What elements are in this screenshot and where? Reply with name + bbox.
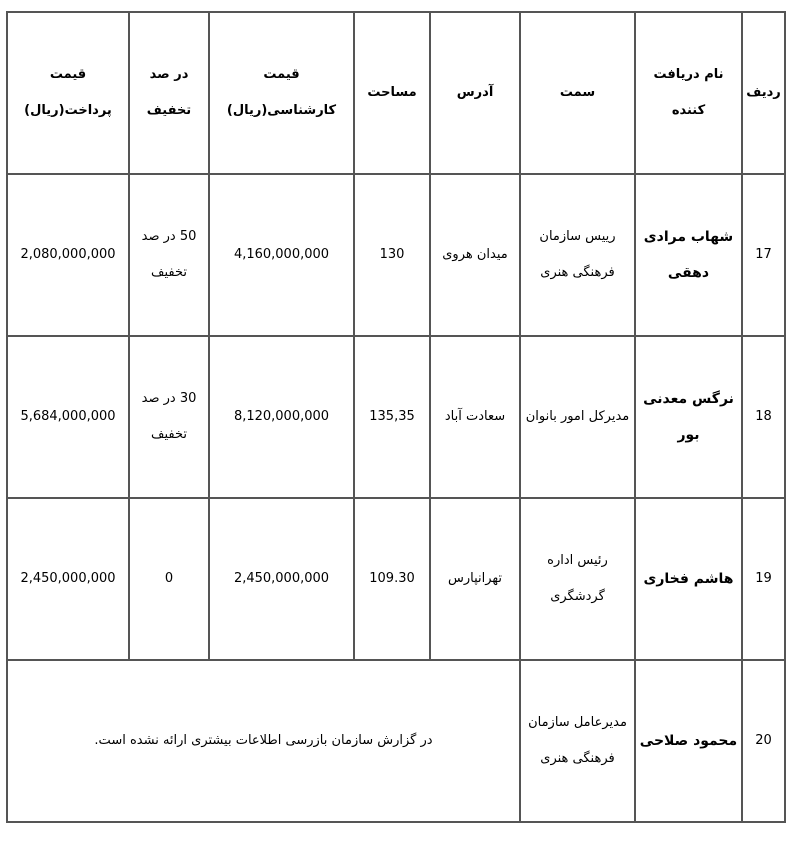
row-number: 19 [741, 497, 786, 661]
paid-price: 5,684,000,000 [6, 335, 130, 499]
row-number: 18 [741, 335, 786, 499]
position: رئیس اداره گردشگری [519, 497, 636, 661]
discount: 0 [128, 497, 210, 661]
table-row: 20 محمود صلاحی مدیرعامل سازمان فرهنگی هن… [6, 659, 786, 823]
header-appraised-price: قیمت کارشناسی(ریال) [208, 11, 355, 175]
header-row: ردیف نام دریافت کننده سمت آدرس مساحت قیم… [6, 11, 786, 175]
position: مدیرعامل سازمان فرهنگی هنری [519, 659, 636, 823]
recipients-table: ردیف نام دریافت کننده سمت آدرس مساحت قیم… [6, 11, 786, 823]
discount: 50 در صد تخفیف [128, 173, 210, 337]
area: 130 [353, 173, 431, 337]
note: در گزارش سازمان بازرسی اطلاعات بیشتری ار… [6, 659, 521, 823]
address: تهرانپارس [429, 497, 521, 661]
header-position: سمت [519, 11, 636, 175]
recipient-name: شهاب مرادی دهقی [634, 173, 743, 337]
header-discount: در صد تخفیف [128, 11, 210, 175]
area: 135,35 [353, 335, 431, 499]
header-paid-price: قیمت پرداخت(ریال) [6, 11, 130, 175]
header-area: مساحت [353, 11, 431, 175]
header-recipient-name: نام دریافت کننده [634, 11, 743, 175]
area: 109.30 [353, 497, 431, 661]
table-row: 17 شهاب مرادی دهقی رییس سازمان فرهنگی هن… [6, 173, 786, 337]
position: رییس سازمان فرهنگی هنری [519, 173, 636, 337]
table-row: 19 هاشم فخاری رئیس اداره گردشگری تهرانپا… [6, 497, 786, 661]
paid-price: 2,080,000,000 [6, 173, 130, 337]
recipient-name: محمود صلاحی [634, 659, 743, 823]
header-row-number: ردیف [741, 11, 786, 175]
recipient-name: هاشم فخاری [634, 497, 743, 661]
appraised-price: 4,160,000,000 [208, 173, 355, 337]
appraised-price: 2,450,000,000 [208, 497, 355, 661]
discount: 30 در صد تخفیف [128, 335, 210, 499]
row-number: 20 [741, 659, 786, 823]
address: میدان هروی [429, 173, 521, 337]
paid-price: 2,450,000,000 [6, 497, 130, 661]
position: مدیرکل امور بانوان [519, 335, 636, 499]
table-row: 18 نرگس معدنی بور مدیرکل امور بانوان سعا… [6, 335, 786, 499]
recipient-name: نرگس معدنی بور [634, 335, 743, 499]
header-address: آدرس [429, 11, 521, 175]
appraised-price: 8,120,000,000 [208, 335, 355, 499]
address: سعادت آباد [429, 335, 521, 499]
row-number: 17 [741, 173, 786, 337]
